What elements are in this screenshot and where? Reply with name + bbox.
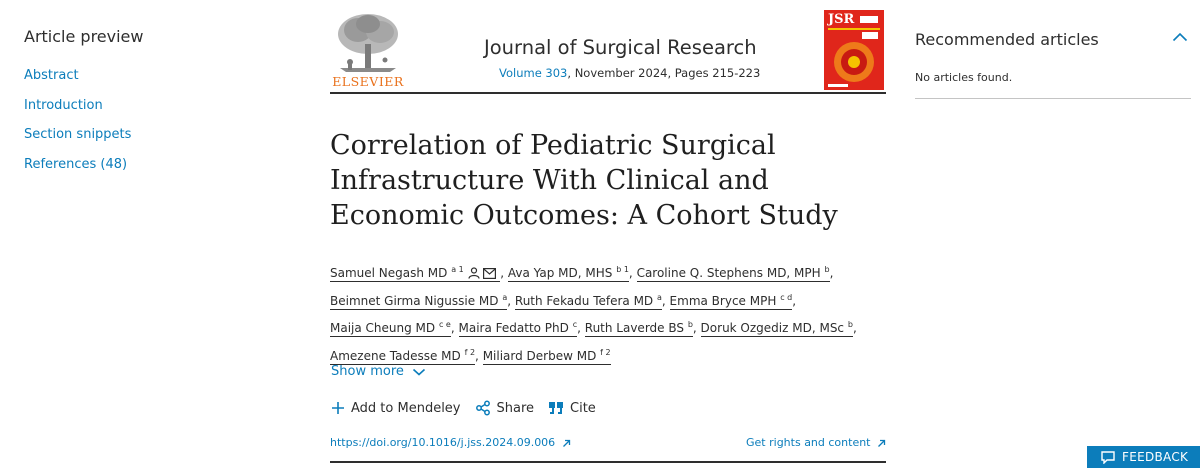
recommended-empty-message: No articles found. <box>915 71 1013 84</box>
feedback-button[interactable]: FEEDBACK <box>1087 446 1200 468</box>
author-link[interactable]: Miliard Derbew MD f 2 <box>482 347 611 365</box>
outline-title: Article preview <box>24 27 144 46</box>
author-link[interactable]: Emma Bryce MPH c d <box>669 292 793 310</box>
author-link[interactable]: Beimnet Girma Nigussie MD a <box>330 292 508 310</box>
author-link[interactable]: Ruth Fekadu Tefera MD a <box>514 292 662 310</box>
author-link[interactable]: Maira Fedatto PhD c <box>458 320 578 337</box>
share-label: Share <box>496 400 535 416</box>
show-more-button[interactable]: Show more <box>331 364 426 379</box>
outline-item-section-snippets[interactable]: Section snippets <box>24 127 132 142</box>
elsevier-logo[interactable]: ELSEVIER <box>330 10 406 90</box>
issue-details: , November 2024, Pages 215-223 <box>567 66 761 80</box>
recommended-articles-panel: Recommended articles No articles found. <box>915 30 1191 99</box>
elsevier-tree-icon <box>330 10 406 74</box>
divider <box>915 98 1191 99</box>
author-list: Samuel Negash MD a 1 , Ava Yap MD, MHS b… <box>330 265 857 365</box>
author-link[interactable]: Maija Cheung MD c e <box>330 320 451 337</box>
add-to-mendeley-label: Add to Mendeley <box>351 400 461 416</box>
cite-label: Cite <box>570 400 596 416</box>
author-link[interactable]: Amezene Tadesse MD f 2 <box>330 347 476 365</box>
chevron-down-icon <box>412 368 426 376</box>
article-actions: Add to Mendeley Share Cite <box>331 400 610 416</box>
external-link-icon <box>562 439 570 447</box>
share-icon <box>475 400 490 416</box>
issue-info: Volume 303, November 2024, Pages 215-223 <box>499 66 760 80</box>
cite-button[interactable]: Cite <box>548 400 596 416</box>
external-link-icon <box>878 439 886 447</box>
show-more-label: Show more <box>331 364 404 379</box>
publication-header: ELSEVIER Journal of Surgical Research Vo… <box>330 10 886 94</box>
author-link[interactable]: Ruth Laverde BS b <box>584 320 693 337</box>
chevron-up-icon[interactable] <box>1172 32 1188 42</box>
journal-cover[interactable]: JSR <box>824 10 884 90</box>
plus-icon <box>332 402 344 414</box>
person-icon <box>468 267 480 279</box>
divider <box>330 461 886 463</box>
author-link[interactable]: Ava Yap MD, MHS b 1 <box>507 265 629 282</box>
feedback-label: FEEDBACK <box>1122 450 1189 464</box>
journal-title[interactable]: Journal of Surgical Research <box>484 36 757 59</box>
email-icon[interactable] <box>483 268 497 279</box>
doi-link[interactable]: https://doi.org/10.1016/j.jss.2024.09.00… <box>330 436 571 449</box>
quote-icon <box>549 402 564 414</box>
cover-title: JSR <box>828 12 855 27</box>
add-to-mendeley-button[interactable]: Add to Mendeley <box>331 400 461 416</box>
article-outline: Article preview Abstract Introduction Se… <box>24 27 224 186</box>
outline-item-references[interactable]: References (48) <box>24 156 128 172</box>
article-title: Correlation of Pediatric Surgical Infras… <box>330 130 838 231</box>
volume-link[interactable]: Volume 303 <box>499 66 568 80</box>
author-link[interactable]: Caroline Q. Stephens MD, MPH b <box>636 265 830 282</box>
author-link[interactable]: Samuel Negash MD a 1 <box>330 265 501 282</box>
outline-item-abstract[interactable]: Abstract <box>24 68 79 83</box>
share-button[interactable]: Share <box>475 400 535 416</box>
doi-row: https://doi.org/10.1016/j.jss.2024.09.00… <box>330 436 886 449</box>
outline-item-introduction[interactable]: Introduction <box>24 97 103 113</box>
rights-link[interactable]: Get rights and content <box>746 436 886 449</box>
author-link[interactable]: Doruk Ozgediz MD, MSc b <box>700 320 853 337</box>
recommended-title: Recommended articles <box>915 30 1099 49</box>
publisher-name: ELSEVIER <box>332 74 404 89</box>
speech-bubble-icon <box>1101 450 1115 464</box>
journal-cover-image <box>824 10 884 90</box>
